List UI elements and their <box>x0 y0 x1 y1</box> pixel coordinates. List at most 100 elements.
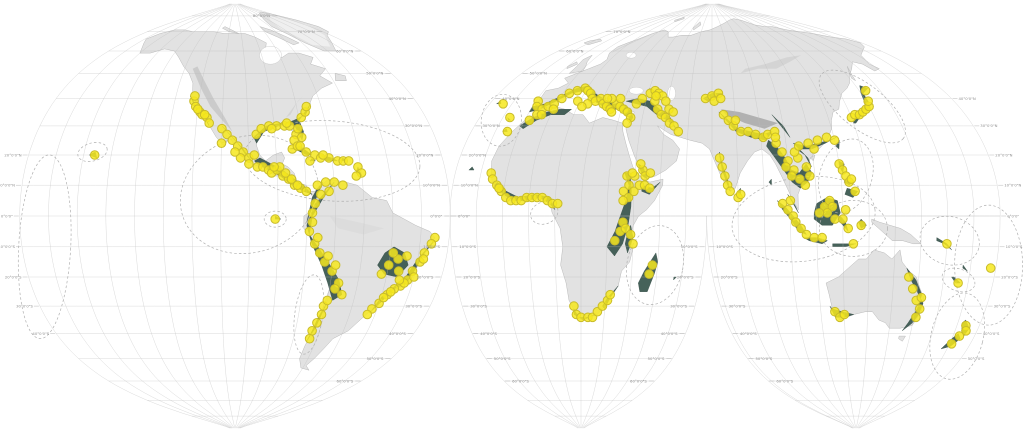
landmass-new-guinea <box>871 218 922 245</box>
landmass-tasmania <box>898 335 906 342</box>
sample-point <box>269 162 279 172</box>
sample-point <box>249 150 260 160</box>
hotspot-extent-outline-philippines-extent <box>818 138 874 214</box>
sample-point <box>307 208 318 218</box>
graticule-meridian <box>685 3 712 216</box>
sample-point <box>312 180 323 190</box>
sample-point <box>946 339 957 349</box>
sample-point <box>720 171 730 181</box>
hotspot-extent-outline-galapagos-extent <box>263 210 287 228</box>
graticule-meridian <box>583 215 708 429</box>
graticule-meridian <box>718 3 1001 217</box>
graticule-label: 20°0'0"S <box>677 274 694 279</box>
graticule-meridian <box>712 3 739 216</box>
graticule-label: 10°0'0"N <box>423 183 440 188</box>
sample-point <box>735 189 746 200</box>
graticule-label: 10°0'0"N <box>1004 183 1021 188</box>
sample-point <box>615 93 626 104</box>
sample-point <box>502 126 513 137</box>
graticule-meridian <box>449 215 579 429</box>
graticule-meridian <box>659 3 712 216</box>
landmass-baffin-island <box>259 26 300 46</box>
sample-point <box>376 269 387 279</box>
sample-point <box>840 205 851 215</box>
landmass-british-isles <box>568 54 593 74</box>
sample-point <box>622 118 632 128</box>
sample-point <box>301 147 312 157</box>
sample-point <box>645 168 656 178</box>
sample-point <box>322 295 333 306</box>
sample-point <box>524 115 535 126</box>
graticule-label: 10°0'0"S <box>681 244 698 249</box>
graticule-meridian <box>528 216 581 429</box>
sample-point <box>817 232 827 243</box>
sample-point <box>850 186 860 197</box>
sample-point <box>785 195 796 206</box>
graticule-meridian <box>236 3 308 429</box>
graticule-label: 80°0'0"N <box>253 13 270 18</box>
graticule-meridian <box>528 3 708 217</box>
graticule-meridian <box>134 3 233 429</box>
graticule-meridian <box>239 3 422 429</box>
sample-point <box>227 135 238 145</box>
graticule-label: 40°0'0"N <box>502 96 519 101</box>
graticule-meridian <box>857 216 948 429</box>
sample-point <box>316 309 327 320</box>
sample-point <box>651 91 661 101</box>
sample-point <box>795 174 805 184</box>
sample-point <box>803 138 813 148</box>
graticule-label: 30°0'0"S <box>16 303 33 308</box>
sample-point <box>235 153 246 163</box>
graticule-meridian <box>48 3 231 429</box>
graticule-label: 0°0'0" <box>458 213 470 218</box>
sample-point <box>636 159 646 169</box>
graticule-meridian <box>716 3 896 217</box>
sample-point <box>830 214 840 224</box>
graticule-meridian <box>842 216 856 429</box>
sample-point <box>548 104 559 114</box>
graticule-label: 60°0'0"N <box>336 48 353 53</box>
sample-point <box>310 198 321 209</box>
graticule-meridian <box>714 3 818 216</box>
sample-point <box>668 107 679 117</box>
sample-point <box>199 109 210 120</box>
sample-point <box>644 183 655 193</box>
graticule-label: 30°0'0"S <box>405 303 422 308</box>
hotspot-region-andaman-nicobar <box>768 178 772 186</box>
graticule-label: 40°0'0"N <box>389 96 406 101</box>
graticule-meridian <box>238 3 394 429</box>
lake-hudson-bay <box>259 46 282 65</box>
graticule-label: 40°0'0"S <box>983 331 1000 336</box>
sample-point <box>494 183 504 193</box>
sample-point <box>295 141 305 151</box>
hotspot-extent-outline-polynesia-south-pacific-extent <box>954 204 1023 326</box>
sample-point <box>629 186 639 197</box>
sample-point <box>351 171 362 181</box>
graticule-meridian <box>717 3 949 217</box>
sample-point <box>801 162 812 172</box>
sample-point <box>856 220 867 231</box>
graticule-label: 0°0'0" <box>430 213 442 218</box>
graticule-meridian <box>856 216 870 429</box>
sample-point <box>907 284 918 294</box>
graticule-label: 50°0'0"N <box>366 71 383 76</box>
graticule-label: 60°0'0"N <box>566 48 583 53</box>
sample-point <box>383 260 394 270</box>
sample-point <box>536 109 547 120</box>
graticule-meridian <box>606 3 710 216</box>
sample-point <box>624 180 634 190</box>
graticule-label: 20°0'0"N <box>416 152 433 157</box>
sample-point <box>821 132 832 143</box>
graticule-label: 30°0'0"N <box>483 123 500 128</box>
sample-point <box>954 331 965 341</box>
graticule-meridian <box>220 3 235 429</box>
graticule-label: 30°0'0"S <box>994 303 1011 308</box>
graticule-meridian <box>449 3 706 217</box>
graticule-meridian <box>712 3 765 216</box>
landmass-novaya-zemlya <box>692 21 702 31</box>
sample-point <box>787 171 797 181</box>
sample-point <box>337 289 347 300</box>
sample-point <box>627 168 638 178</box>
sample-point <box>318 150 328 160</box>
sample-point <box>838 214 848 224</box>
